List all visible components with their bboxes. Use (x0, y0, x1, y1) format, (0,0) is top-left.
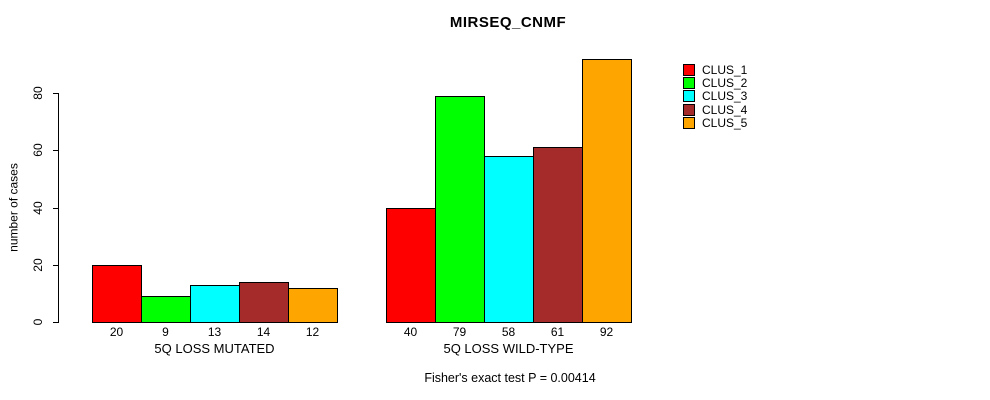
legend-item: CLUS_4 (683, 102, 748, 117)
y-tick-mark (53, 93, 59, 94)
bar-clus_1 (92, 264, 142, 323)
legend-item: CLUS_5 (683, 115, 748, 130)
bar-clus_5 (582, 58, 632, 323)
bar-value-label: 20 (109, 325, 124, 339)
y-tick-label: 20 (31, 258, 45, 272)
bar-value-label: 13 (207, 325, 222, 339)
bar-clus_4 (239, 281, 289, 323)
y-tick-mark (53, 150, 59, 152)
bar-value-label: 61 (550, 325, 565, 339)
bar-clus_5 (288, 287, 338, 323)
group-label-wild-type: 5Q LOSS WILD-TYPE (443, 341, 574, 356)
y-tick-mark (53, 322, 59, 323)
legend-item: CLUS_2 (683, 75, 748, 90)
legend-swatch-icon (683, 76, 695, 89)
bar-value-label: 14 (256, 325, 271, 339)
group-label-mutated: 5Q LOSS MUTATED (154, 341, 275, 356)
bar-value-label: 92 (599, 325, 614, 339)
bar-value-label: 12 (305, 325, 320, 339)
y-tick-mark (53, 207, 59, 209)
bar-clus_1 (386, 207, 436, 323)
legend-swatch-icon (683, 116, 695, 129)
y-tick-label: 40 (31, 200, 45, 215)
y-tick-mark (53, 264, 59, 266)
legend-item: CLUS_1 (683, 62, 748, 77)
chart-title: MIRSEQ_CNMF (449, 14, 567, 31)
y-tick-label: 80 (31, 86, 45, 100)
y-tick-label: 60 (31, 143, 45, 157)
legend-swatch-icon (683, 90, 695, 103)
y-axis-label: number of cases (6, 163, 21, 252)
bar-clus_2 (141, 296, 191, 323)
y-tick-label: 0 (31, 318, 45, 326)
bar-value-label: 40 (403, 325, 418, 339)
legend-item: CLUS_3 (683, 89, 748, 104)
bar-clus_3 (484, 155, 534, 323)
bar-clus_4 (533, 147, 583, 323)
bar-clus_3 (190, 284, 240, 323)
legend-label: CLUS_1 (702, 62, 748, 77)
legend-swatch-icon (683, 63, 695, 76)
bar-value-label: 58 (501, 325, 516, 339)
bar-value-label: 9 (162, 325, 169, 339)
fisher-test-annotation: Fisher's exact test P = 0.00414 (424, 371, 596, 385)
legend-label: CLUS_5 (702, 115, 748, 130)
legend-label: CLUS_2 (702, 75, 748, 90)
bar-value-label: 79 (452, 325, 467, 339)
legend: CLUS_1 CLUS_2 CLUS_3 CLUS_4 CLUS_5 (683, 62, 748, 130)
bar-clus_2 (435, 95, 485, 323)
legend-label: CLUS_4 (702, 102, 748, 117)
legend-label: CLUS_3 (702, 89, 748, 104)
legend-swatch-icon (683, 103, 695, 116)
